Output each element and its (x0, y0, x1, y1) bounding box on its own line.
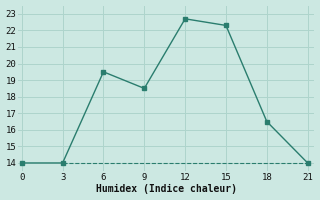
X-axis label: Humidex (Indice chaleur): Humidex (Indice chaleur) (96, 184, 236, 194)
